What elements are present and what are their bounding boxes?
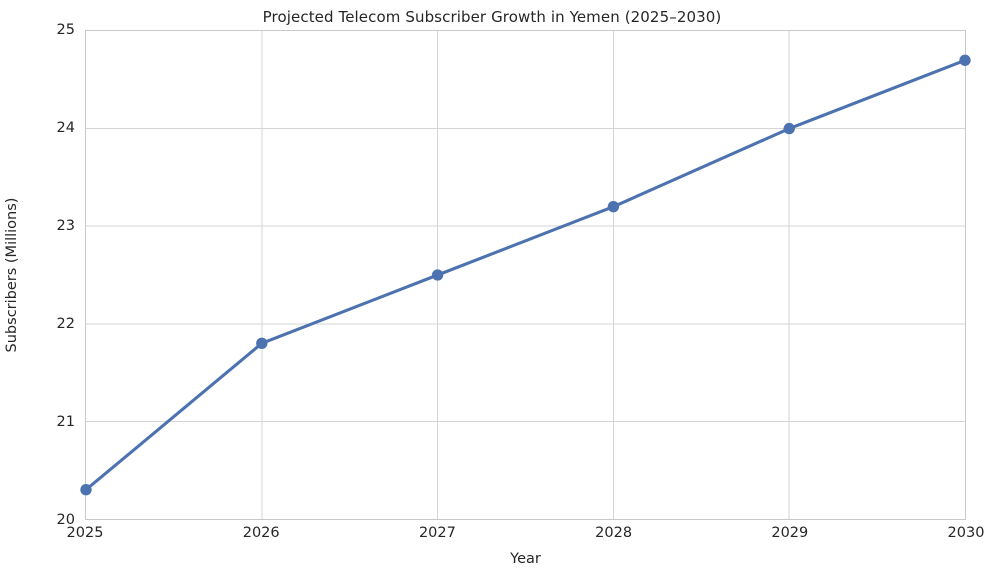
data-point-marker: 2030: 24.7 — [959, 54, 971, 66]
y-axis-tick-labels: 20 21 22 23 24 25 — [0, 23, 75, 527]
y-axis-tick-label: 22 — [56, 315, 75, 332]
x-axis-tick-labels: 2025 2026 2027 2028 2029 2030 — [67, 524, 984, 548]
x-axis-tick-label: 2030 — [947, 525, 984, 541]
x-axis-tick-label: 2029 — [771, 525, 809, 541]
x-axis-tick-label: 2028 — [595, 525, 633, 541]
y-axis-tick-label: 25 — [56, 21, 75, 38]
chart-title: Projected Telecom Subscriber Growth in Y… — [262, 8, 722, 26]
data-point-marker: 2025: 20.3 — [80, 484, 92, 496]
y-axis-tick-label: 24 — [56, 119, 75, 136]
x-axis-tick-label: 2026 — [242, 525, 280, 541]
data-point-marker: 2029: 24 — [783, 122, 795, 135]
data-series-line: 2025: 20.3 2026: 21.8 2027: 22.5 2028: 23.2… — [80, 54, 971, 496]
data-point-marker: 2028: 23.2 — [607, 201, 620, 213]
x-axis-tick-label: 2025 — [66, 525, 104, 541]
plot-area: 2025: 20.3 2026: 21.8 2027: 22.5 2028: 23.2… — [80, 30, 971, 520]
data-point-marker: 2027: 22.5 — [431, 269, 444, 281]
data-point-marker: 2026: 21.8 — [256, 337, 268, 349]
grid-lines — [86, 31, 965, 519]
y-axis-tick-label: 23 — [56, 217, 75, 234]
series-line-subscribers — [84, 58, 967, 492]
x-axis-tick-label: 2027 — [418, 525, 456, 541]
y-axis-tick-label: 21 — [56, 413, 75, 430]
x-axis-label: Year — [510, 551, 541, 567]
y-axis-tick-label: 20 — [56, 511, 75, 528]
